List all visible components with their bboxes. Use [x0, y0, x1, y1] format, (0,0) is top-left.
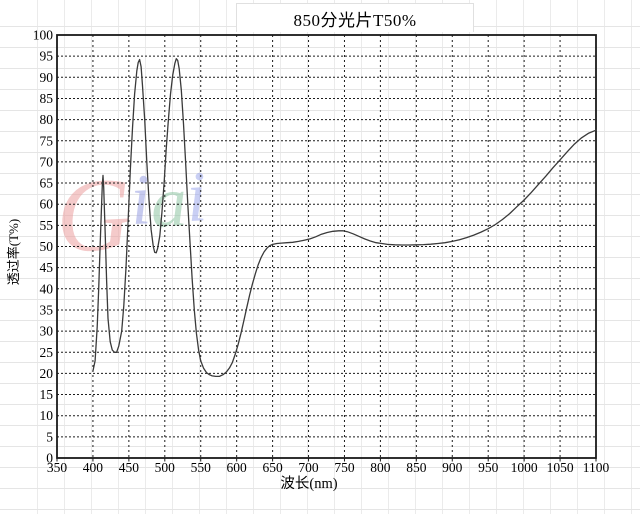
x-tick-label: 900 — [442, 460, 463, 475]
x-tick-label: 1050 — [547, 460, 574, 475]
plot-border — [56, 34, 597, 459]
x-tick-label: 450 — [119, 460, 140, 475]
y-tick-label: 20 — [40, 366, 54, 381]
x-tick-label: 750 — [334, 460, 355, 475]
y-tick-label: 95 — [40, 49, 54, 64]
chart-title: 850分光片T50% — [293, 10, 417, 30]
y-tick-label: 35 — [40, 302, 54, 317]
x-tick-label: 550 — [191, 460, 212, 475]
y-tick-label: 30 — [40, 324, 54, 339]
y-tick-label: 15 — [40, 387, 54, 402]
x-tick-label: 1100 — [583, 460, 610, 475]
y-tick-label: 65 — [40, 176, 54, 191]
y-tick-label: 85 — [40, 91, 54, 106]
x-tick-label: 600 — [227, 460, 248, 475]
y-tick-label: 60 — [40, 197, 54, 212]
x-tick-label: 650 — [262, 460, 283, 475]
chart-title-cell: 850分光片T50% — [236, 3, 474, 32]
y-tick-label: 5 — [46, 429, 53, 444]
x-tick-label: 350 — [47, 460, 68, 475]
y-tick-label: 45 — [40, 260, 54, 275]
y-tick-label: 25 — [40, 345, 54, 360]
y-tick-label: 10 — [40, 408, 54, 423]
x-axis-title: 波长(nm) — [280, 476, 338, 492]
y-tick-label: 40 — [40, 281, 54, 296]
y-tick-label: 50 — [40, 239, 54, 254]
x-tick-label: 850 — [406, 460, 427, 475]
x-tick-label: 950 — [478, 460, 499, 475]
y-axis-title: 透过率(T%) — [6, 218, 21, 286]
x-tick-label: 400 — [83, 460, 104, 475]
y-tick-label: 100 — [33, 28, 54, 43]
x-tick-label: 500 — [155, 460, 176, 475]
y-tick-label: 75 — [40, 133, 54, 148]
y-tick-label: 90 — [40, 70, 54, 85]
y-tick-label: 55 — [40, 218, 54, 233]
x-tick-label: 1000 — [511, 460, 538, 475]
x-tick-label: 700 — [298, 460, 319, 475]
y-tick-label: 70 — [40, 154, 54, 169]
y-tick-label: 0 — [46, 451, 53, 466]
x-tick-label: 800 — [370, 460, 391, 475]
transmittance-curve — [92, 58, 597, 378]
y-tick-label: 80 — [40, 112, 54, 127]
